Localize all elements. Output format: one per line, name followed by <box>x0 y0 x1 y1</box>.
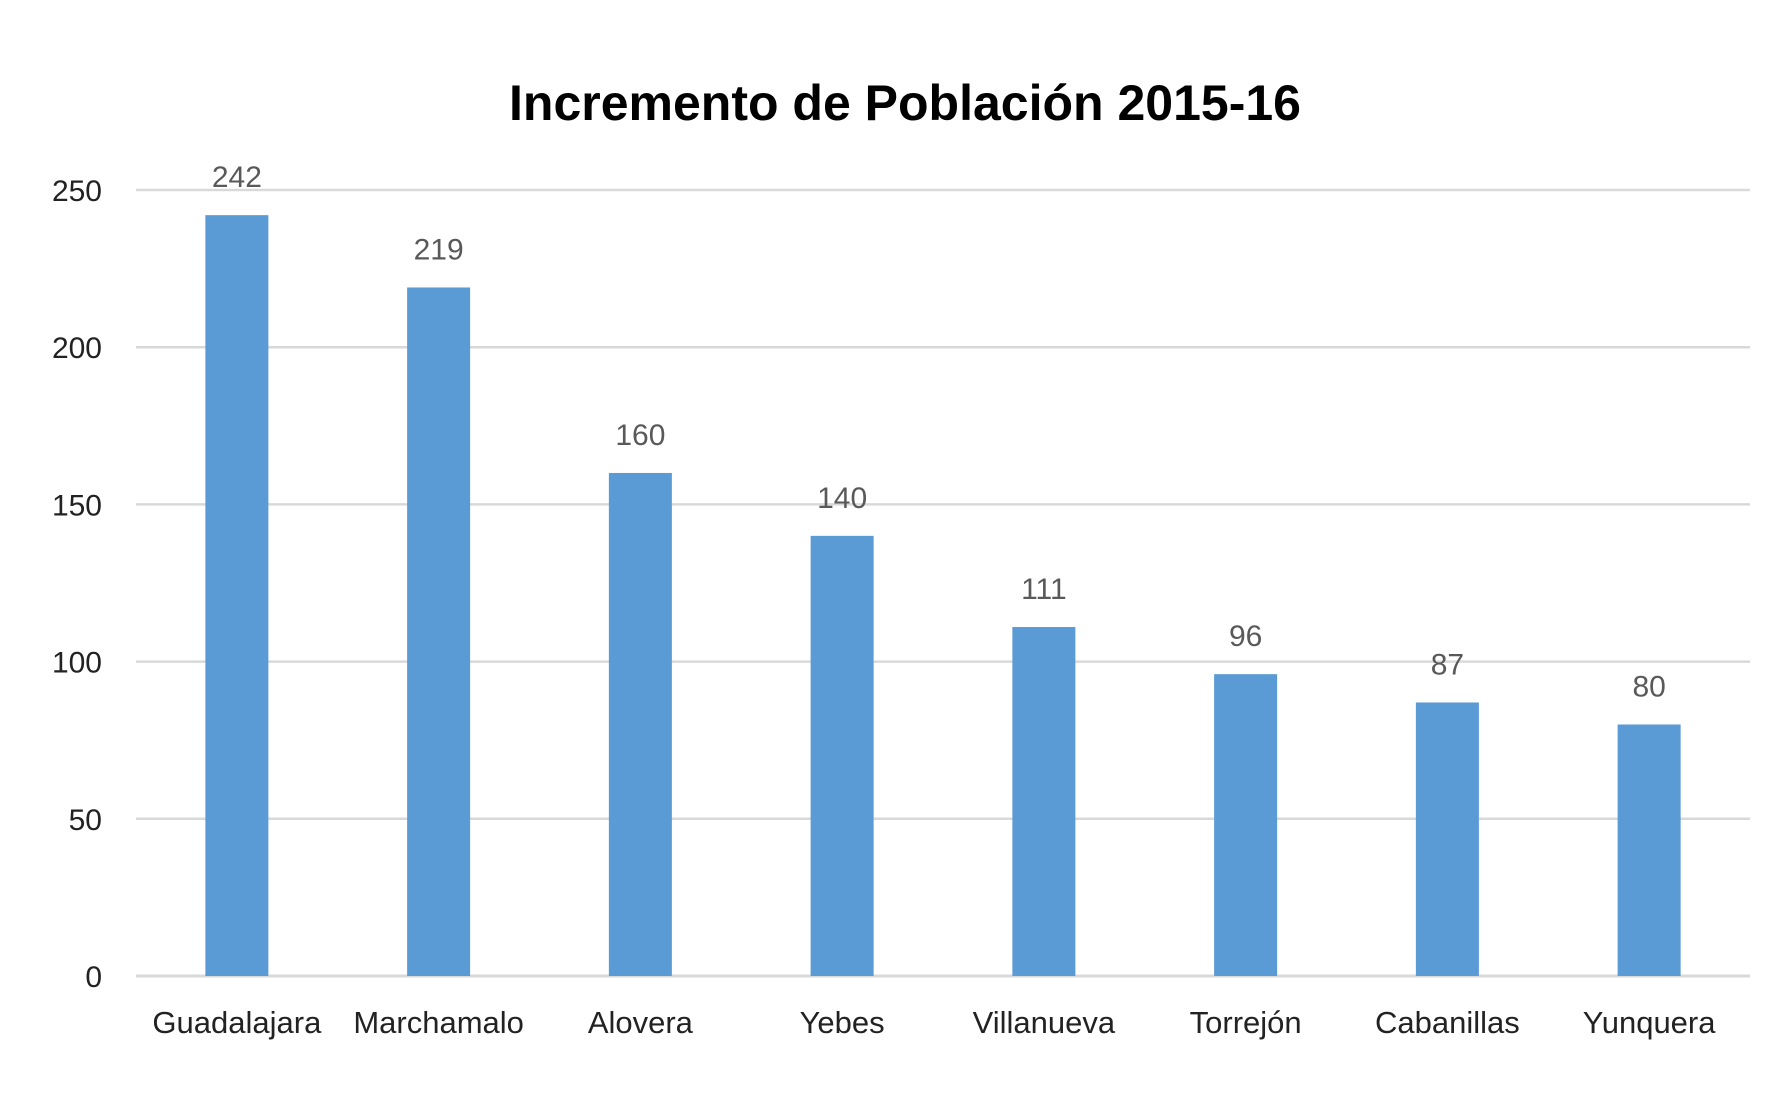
y-tick-label: 150 <box>52 489 102 522</box>
bar-villanueva <box>1012 627 1076 976</box>
x-tick-label: Guadalajara <box>152 1005 322 1040</box>
data-label: 219 <box>414 233 464 266</box>
data-label: 80 <box>1632 670 1665 703</box>
bar-marchamalo <box>407 287 471 976</box>
data-labels: 242 219 160 140 111 96 87 80 <box>212 161 1666 703</box>
x-tick-label: Villanueva <box>973 1005 1116 1040</box>
y-tick-label: 250 <box>52 175 102 208</box>
data-label: 160 <box>615 419 665 452</box>
data-label: 111 <box>1021 573 1067 606</box>
data-label: 87 <box>1431 648 1464 681</box>
x-tick-label: Yebes <box>800 1005 885 1040</box>
bar-yunquera <box>1617 724 1681 976</box>
data-label: 242 <box>212 161 262 194</box>
x-tick-label: Alovera <box>588 1005 694 1040</box>
bar-cabanillas <box>1415 702 1479 976</box>
y-tick-label: 200 <box>52 332 102 365</box>
x-tick-label: Marchamalo <box>353 1005 524 1040</box>
bar-alovera <box>608 472 672 976</box>
data-label: 96 <box>1229 620 1262 653</box>
bar-torrejón <box>1214 674 1278 976</box>
bar-guadalajara <box>205 215 269 977</box>
y-tick-label: 100 <box>52 647 102 680</box>
y-tick-label: 0 <box>85 961 102 994</box>
y-tick-label: 50 <box>69 804 102 837</box>
x-tick-label: Yunquera <box>1583 1005 1716 1040</box>
gridlines <box>136 188 1750 978</box>
x-tick-label: Cabanillas <box>1375 1005 1520 1040</box>
x-axis-ticks: Guadalajara Marchamalo Alovera Yebes Villanu… <box>152 1005 1716 1040</box>
bars <box>205 215 1681 977</box>
data-label: 140 <box>817 482 867 515</box>
bar-yebes <box>810 535 874 976</box>
y-axis-ticks: 0 50 100 150 200 250 <box>52 175 102 994</box>
chart-title: Incremento de Población 2015-16 <box>509 75 1301 131</box>
x-tick-label: Torrejón <box>1190 1005 1302 1040</box>
